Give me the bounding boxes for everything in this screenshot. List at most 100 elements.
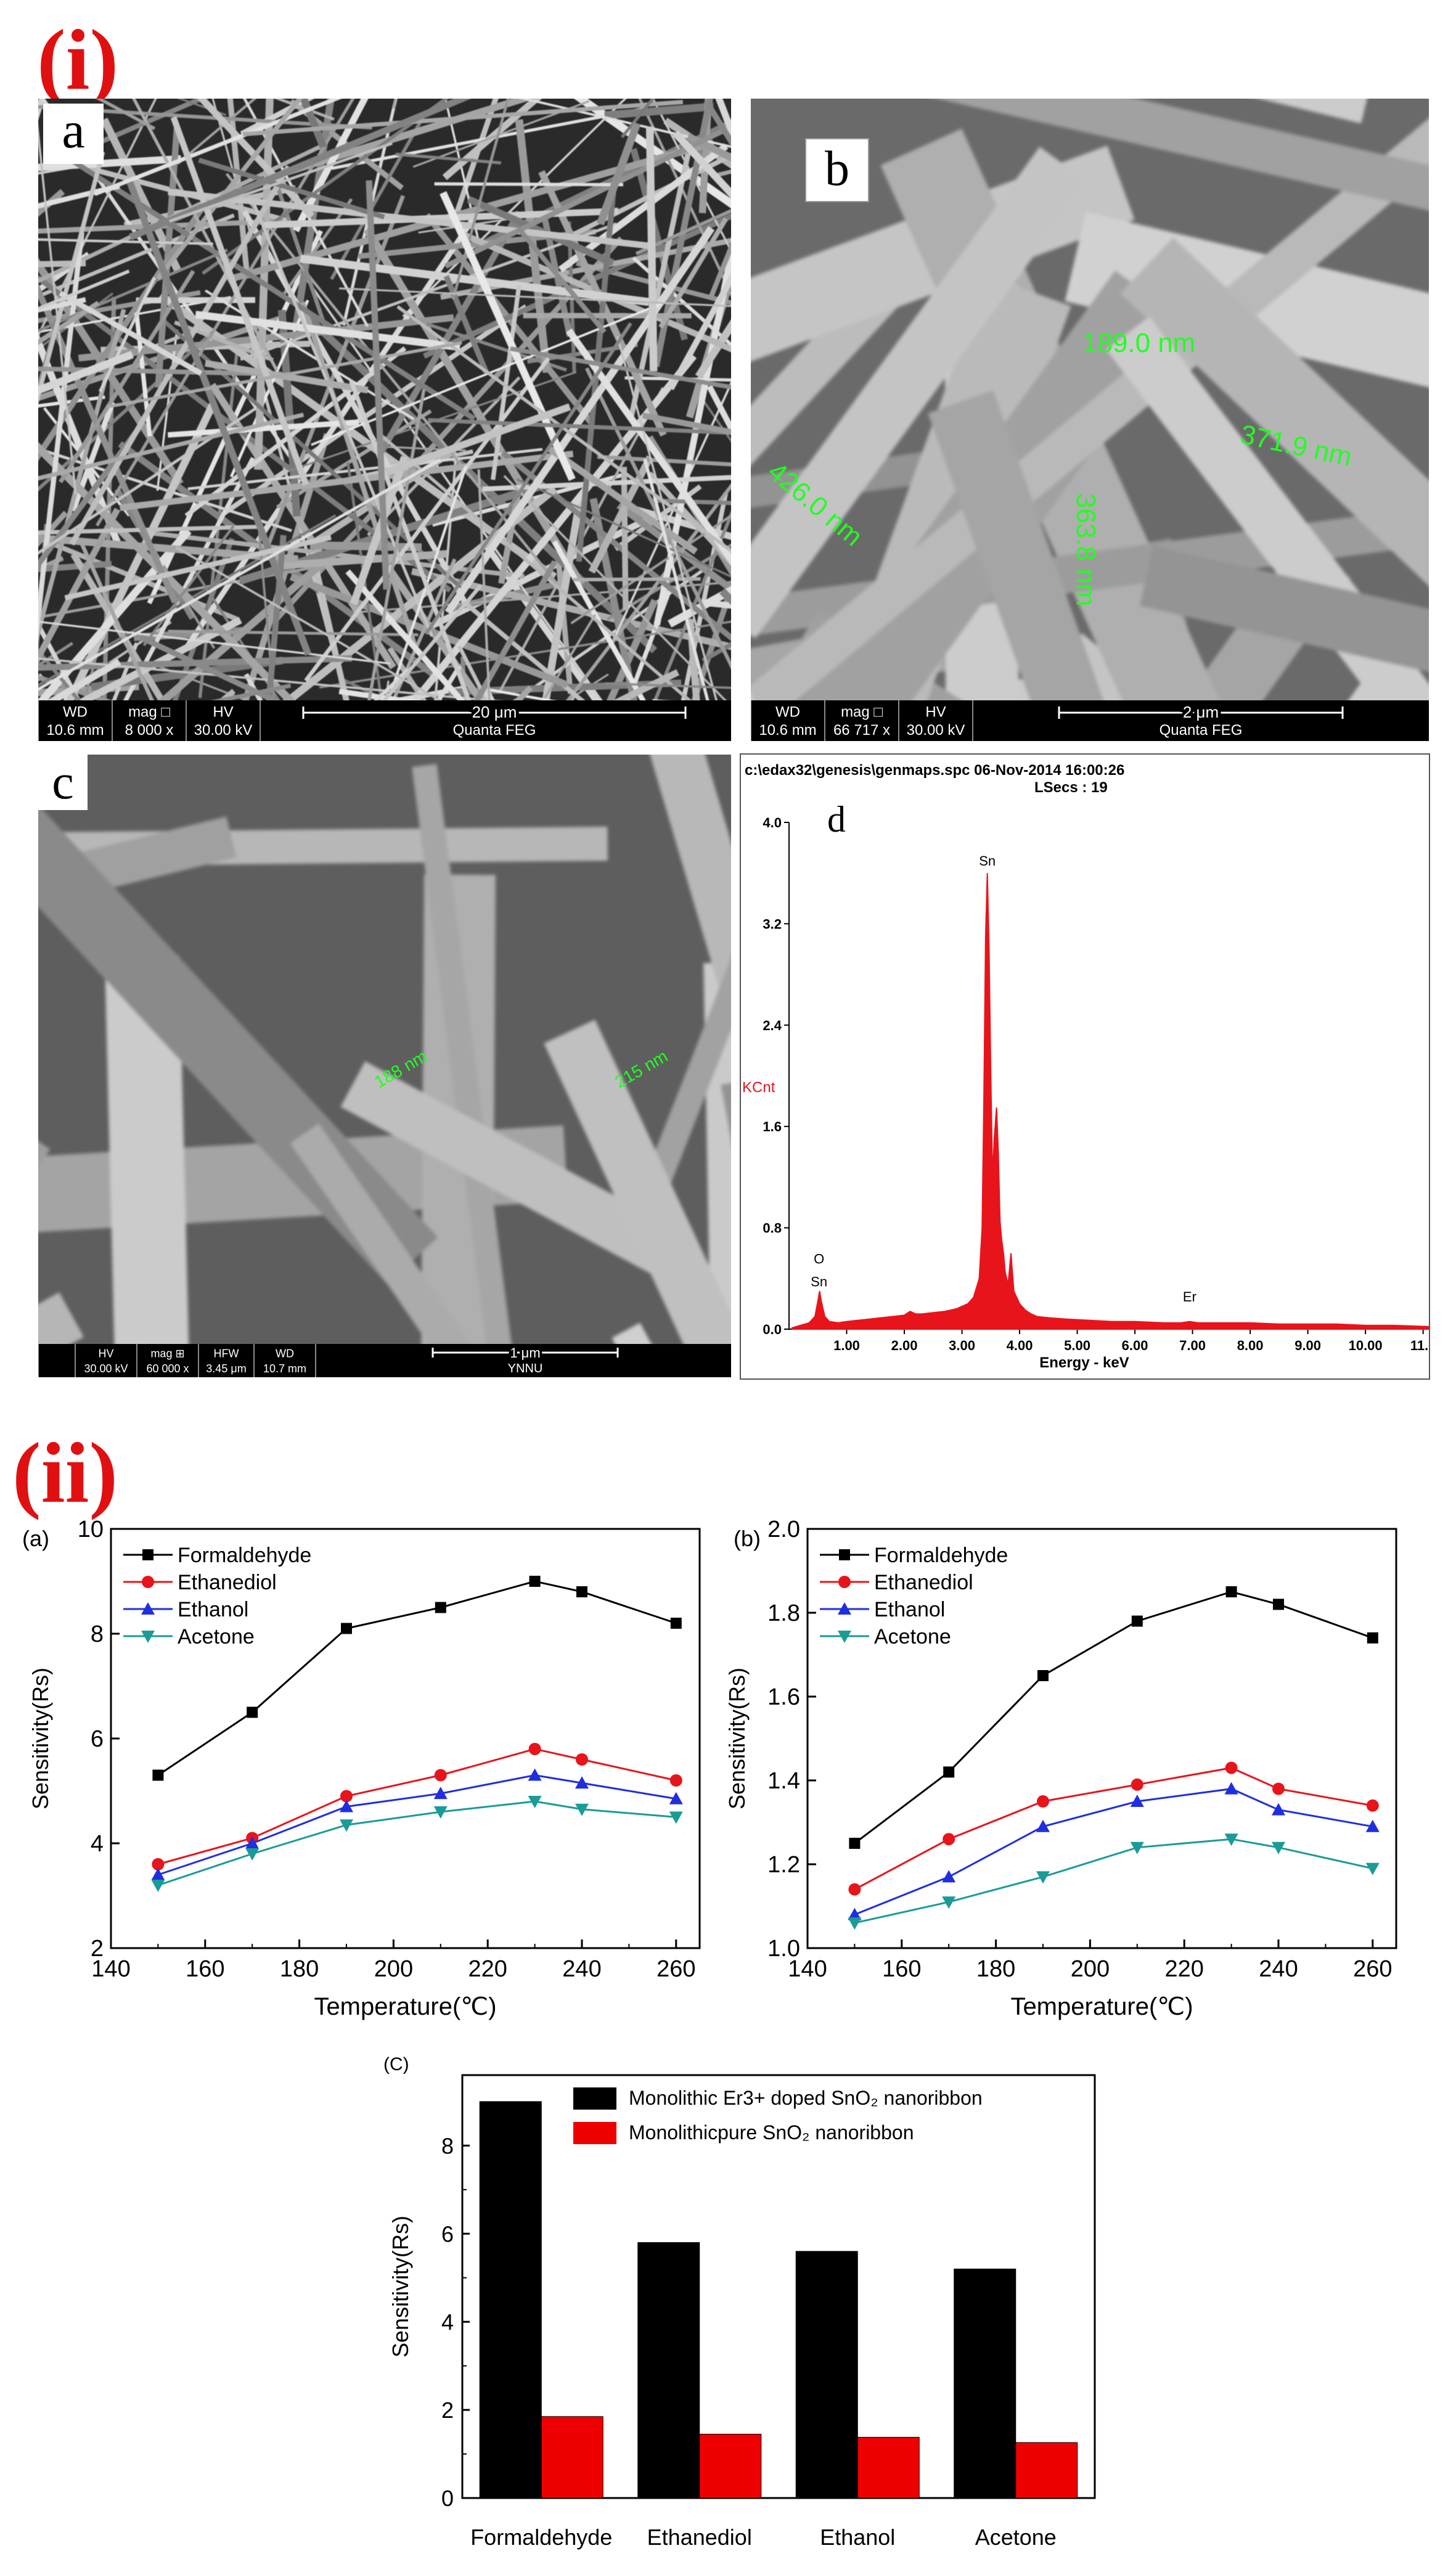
edx-x-tick-label: 5.00 <box>1064 1338 1090 1353</box>
section-label-ii: (ii) <box>12 1425 118 1521</box>
sem-info-label: mag ⊞ <box>150 1348 184 1360</box>
series-line <box>157 1748 677 1866</box>
x-category-label: Ethanediol <box>647 2525 752 2550</box>
sem-info-value: YNNU <box>508 1362 543 1375</box>
edx-x-tick-label: 8.00 <box>1237 1338 1264 1353</box>
sem-info-label: WD <box>63 703 88 720</box>
x-tick-label: 220 <box>1164 1956 1203 1982</box>
plot-frame <box>461 2074 1096 2499</box>
nanoribbon <box>686 618 703 741</box>
edx-peak-label: Er <box>1183 1289 1196 1304</box>
nanoribbon <box>751 225 948 465</box>
data-point <box>152 1769 164 1781</box>
scale-bar-label: 20 μm <box>472 703 517 721</box>
data-point <box>848 1907 862 1920</box>
legend-label: Acetone <box>874 1625 951 1648</box>
nanoribbon <box>290 1123 494 1377</box>
sem-image-panel-a: WD 10.6 mm mag □ 8 000 x HV 30.00 kV Quanta FE… <box>38 99 731 741</box>
nanoribbon <box>38 290 201 324</box>
nanoribbon <box>38 366 282 377</box>
data-point <box>433 1787 448 1800</box>
nanoribbon <box>440 191 576 481</box>
sem-info-label: mag □ <box>128 703 170 720</box>
nanoribbon <box>38 458 441 691</box>
bar <box>479 2101 542 2499</box>
nanoribbon <box>300 255 650 306</box>
series-line <box>854 1767 1373 1891</box>
nanoribbon <box>703 99 731 147</box>
panel-letter: (a) <box>22 1526 49 1551</box>
y-axis-label: Sensitivity(Rs) <box>727 1668 750 1809</box>
panel-letter-d: d <box>827 799 846 840</box>
nanoribbon <box>38 183 120 209</box>
y-tick-label: 1.8 <box>767 1600 800 1626</box>
nanoribbon <box>106 341 462 409</box>
bar <box>1015 2442 1078 2499</box>
nanoribbon <box>305 314 658 653</box>
nanoribbon <box>104 956 190 1377</box>
nanoribbon <box>59 269 195 483</box>
nanoribbon <box>498 485 523 584</box>
data-point <box>848 1917 862 1930</box>
y-tick-label: 6 <box>91 1726 104 1752</box>
nanoribbon <box>653 99 713 367</box>
nanoribbon <box>715 99 731 140</box>
nanoribbon <box>195 311 460 351</box>
nanoribbon <box>1139 546 1429 673</box>
nanoribbon <box>142 525 235 647</box>
nanoribbon <box>652 498 731 506</box>
edx-x-axis-label: Energy - keV <box>1039 1354 1129 1371</box>
nanoribbon <box>491 284 521 480</box>
x-axis-label: Temperature(℃) <box>1010 1993 1193 2020</box>
sem-info-value: 30.00 kV <box>194 722 253 739</box>
nanoribbon <box>374 558 457 741</box>
nanoribbon <box>176 99 257 165</box>
line-chart-b-panel: 140 160 180 200 220 240 260 1.0 1.2 1.4 1.6 1.8 2.0 T… <box>727 1504 1442 2047</box>
bar <box>699 2433 762 2499</box>
nanoribbon <box>546 444 698 555</box>
nanoribbon <box>176 546 483 726</box>
data-point <box>152 1858 165 1870</box>
edx-chart: 0.0 0.8 1.6 2.4 3.2 4.0 1.00 2.00 3.00 4.00 5.00 6.… <box>742 799 1429 1371</box>
data-point <box>1037 1795 1049 1808</box>
edx-x-tick-label: 9.00 <box>1294 1338 1321 1353</box>
sem-info-value: 10.7 mm <box>263 1362 306 1375</box>
legend-label: Ethanol <box>178 1598 248 1621</box>
y-tick-label: 1.4 <box>767 1768 800 1794</box>
nanoribbon <box>668 272 731 390</box>
sem-info-label: HV <box>98 1348 113 1360</box>
edx-peak-label: O <box>814 1251 824 1266</box>
edx-x-tick-label: 7.00 <box>1179 1338 1206 1353</box>
bar <box>857 2436 920 2499</box>
nanoribbon <box>366 180 390 590</box>
y-tick-label: 8 <box>441 2133 454 2158</box>
nanoribbon <box>242 99 684 137</box>
nanoribbon <box>596 121 641 226</box>
legend-swatch <box>573 2122 616 2144</box>
nanoribbon <box>628 142 693 421</box>
y-tick-label: 6 <box>441 2221 454 2246</box>
legend-label: Acetone <box>178 1625 255 1648</box>
nanoribbon <box>604 102 714 120</box>
nanoribbon <box>330 114 426 281</box>
nanoribbon <box>187 448 543 491</box>
sem-info-value: 30.00 kV <box>84 1362 128 1375</box>
data-point <box>247 1706 258 1718</box>
sem-info-value: 10.6 mm <box>46 722 104 739</box>
data-point <box>1365 1862 1380 1875</box>
edx-x-tick-label: 6.00 <box>1122 1338 1148 1353</box>
nanoribbon <box>38 351 134 395</box>
edx-x-tick-label: 2.00 <box>891 1338 918 1353</box>
y-tick-label: 2 <box>441 2398 454 2423</box>
sem-info-label: WD <box>775 703 800 720</box>
data-point <box>1131 1615 1143 1627</box>
nanoribbon <box>184 346 407 518</box>
nanoribbon <box>129 99 472 240</box>
y-tick-label: 1.2 <box>767 1852 800 1878</box>
nanoribbon <box>309 541 422 552</box>
section-label-i: (i) <box>37 12 119 108</box>
sem-info-value: 3.45 μm <box>206 1362 246 1375</box>
bar <box>954 2268 1016 2499</box>
nanoribbon <box>282 198 353 297</box>
nanoribbon <box>573 577 701 582</box>
